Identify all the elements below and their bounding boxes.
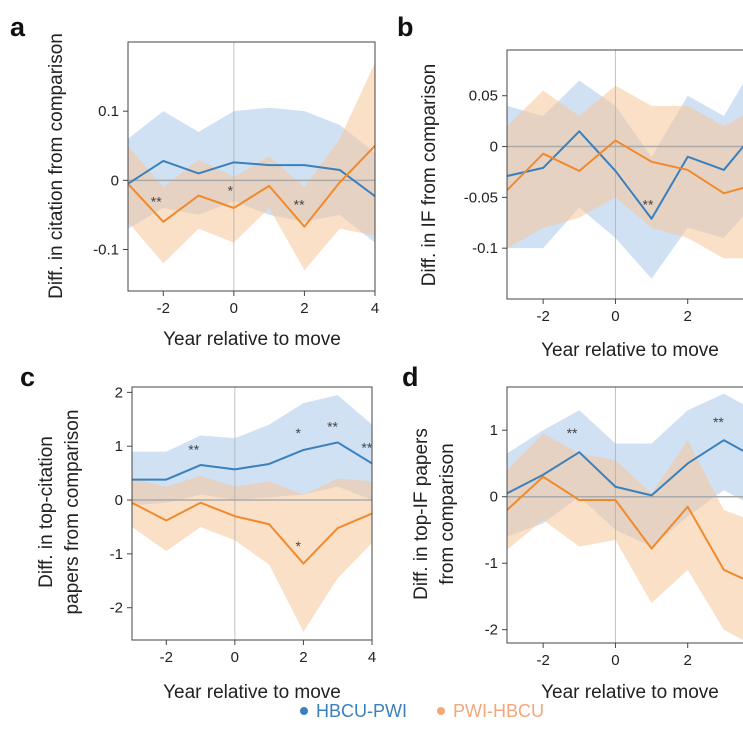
x-tick-label-b-2: 2	[684, 308, 692, 325]
panel-letter-a: a	[10, 12, 26, 42]
y-tick-label-a-1: 0	[111, 172, 119, 189]
y-axis-label-d-line0: Diff. in top-IF papers	[411, 428, 432, 600]
y-axis-label-c-line1: papers from comparison	[62, 410, 83, 615]
x-tick-label-b-0: -2	[536, 308, 549, 325]
significance-mark-c-1: *	[296, 425, 302, 441]
y-tick-label-d-3: 1	[490, 422, 498, 439]
x-tick-label-a-2: 2	[300, 300, 308, 317]
x-tick-label-c-0: -2	[160, 649, 173, 666]
plot-frame-d	[506, 386, 743, 644]
plot-frame-b	[506, 49, 743, 300]
series-line-pwi-hbcu-b	[507, 139, 743, 195]
plot-area-b: **	[507, 50, 743, 299]
legend-label-pwi-hbcu: PWI-HBCU	[453, 701, 544, 721]
plot-area-c: *** *****	[132, 387, 372, 640]
x-tick-label-a-3: 4	[371, 300, 379, 317]
ci-band-pwi-hbcu-d	[507, 433, 743, 641]
series-line-pwi-hbcu-a	[128, 145, 375, 228]
legend: HBCU-PWI PWI-HBCU	[300, 701, 544, 721]
series-line-hbcu-pwi-d	[507, 439, 743, 497]
y-tick-label-c-2: 0	[115, 492, 123, 509]
significance-mark-a-2: **	[294, 196, 305, 212]
x-tick-label-a-0: -2	[157, 300, 170, 317]
y-tick-label-b-2: 0	[490, 139, 498, 156]
significance-mark-a-1: *	[228, 183, 234, 199]
series-line-hbcu-pwi-b	[507, 130, 743, 220]
x-tick-label-a-1: 0	[230, 300, 238, 317]
x-axis-label-b: Year relative to move	[541, 340, 719, 361]
panel-letter-d: d	[402, 362, 419, 392]
legend-dot-hbcu-pwi	[300, 707, 308, 715]
y-tick-label-c-3: 1	[115, 438, 123, 455]
significance-mark-c-3: **	[361, 440, 372, 456]
ci-band-pwi-hbcu-a	[128, 62, 375, 271]
x-tick-label-d-0: -2	[536, 652, 549, 669]
y-tick-label-c-1: -1	[110, 546, 123, 563]
significance-mark-a-0: **	[151, 194, 162, 210]
ci-band-pwi-hbcu-c	[132, 475, 372, 632]
significance-mark-c-2: **	[327, 419, 338, 435]
y-tick-label-d-1: -1	[485, 555, 498, 572]
x-tick-label-d-2: 2	[684, 652, 692, 669]
plot-area-d: *******	[507, 387, 743, 643]
x-tick-label-b-1: 0	[611, 308, 619, 325]
y-tick-label-b-1: -0.05	[464, 189, 498, 206]
y-tick-label-a-0: -0.1	[93, 242, 119, 259]
significance-mark-c-4: *	[296, 538, 302, 554]
y-tick-label-c-4: 2	[115, 384, 123, 401]
x-tick-label-c-2: 2	[299, 649, 307, 666]
x-axis-label-d: Year relative to move	[541, 682, 719, 703]
ci-band-hbcu-pwi-c	[132, 395, 372, 506]
significance-mark-d-1: **	[713, 414, 724, 430]
y-axis-label-d-line1: from comparison	[437, 443, 458, 585]
y-tick-label-c-0: -2	[110, 600, 123, 617]
panel-letter-c: c	[20, 362, 35, 392]
x-tick-label-d-1: 0	[611, 652, 619, 669]
series-line-hbcu-pwi-c	[132, 441, 372, 481]
plot-area-a: *****	[128, 42, 375, 291]
y-axis-label-c-line0: Diff. in top-citation	[36, 436, 57, 588]
plot-frame-c	[131, 386, 373, 641]
ci-band-pwi-hbcu-b	[507, 85, 743, 259]
significance-mark-c-0: **	[188, 441, 199, 457]
y-tick-label-a-2: 0.1	[98, 103, 119, 120]
y-tick-label-d-0: -2	[485, 622, 498, 639]
legend-label-hbcu-pwi: HBCU-PWI	[316, 701, 407, 721]
significance-mark-b-0: **	[643, 197, 654, 213]
x-tick-label-c-1: 0	[231, 649, 239, 666]
series-line-pwi-hbcu-c	[132, 501, 372, 565]
y-axis-label-b: Diff. in IF from comparison	[419, 64, 440, 286]
y-tick-label-d-2: 0	[490, 489, 498, 506]
legend-dot-pwi-hbcu	[437, 707, 445, 715]
y-tick-label-b-3: 0.05	[469, 88, 498, 105]
significance-mark-d-0: **	[567, 425, 578, 441]
panel-letter-b: b	[397, 12, 414, 42]
y-axis-label-a: Diff. in citation from comparison	[46, 33, 67, 299]
series-line-hbcu-pwi-a	[128, 159, 375, 198]
x-tick-label-c-3: 4	[368, 649, 376, 666]
plot-frame-a	[127, 41, 376, 292]
series-line-pwi-hbcu-d	[507, 475, 743, 580]
x-axis-label-a: Year relative to move	[163, 329, 341, 350]
x-axis-label-c: Year relative to move	[163, 682, 341, 703]
y-tick-label-b-0: -0.1	[472, 240, 498, 257]
